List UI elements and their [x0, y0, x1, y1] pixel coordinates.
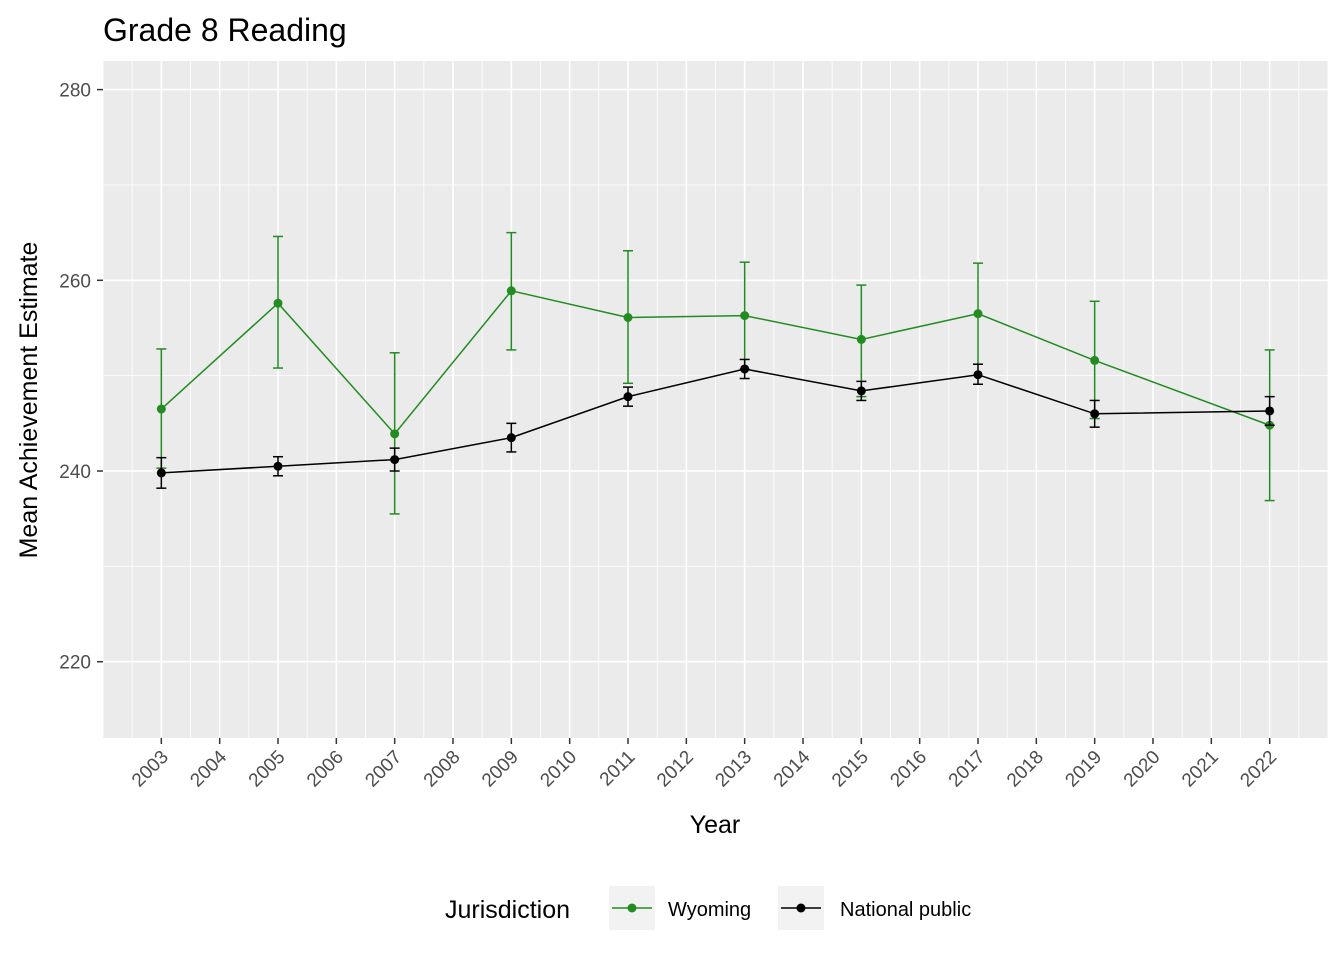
- x-tick-label: 2022: [1236, 747, 1281, 792]
- data-point: [156, 404, 166, 414]
- x-tick-label: 2005: [245, 747, 290, 792]
- x-tick-label: 2020: [1120, 747, 1165, 792]
- y-axis-label: Mean Achievement Estimate: [15, 242, 43, 559]
- x-tick-label: 2010: [536, 747, 581, 792]
- data-point: [506, 433, 516, 443]
- x-tick-label: 2009: [478, 747, 523, 792]
- x-tick-label: 2018: [1003, 747, 1048, 792]
- legend-item: National public: [778, 886, 971, 930]
- series-line: [161, 368, 1270, 474]
- legend-items: Wyoming National public: [609, 886, 971, 930]
- y-axis: 220 240 260 280: [59, 81, 103, 674]
- legend-title: Jurisdiction: [445, 896, 570, 924]
- x-tick-label: 2004: [186, 746, 231, 791]
- y-tick-label: 260: [59, 271, 91, 292]
- legend-label: Wyoming: [668, 899, 751, 921]
- data-point: [856, 334, 866, 344]
- x-tick-label: 2011: [596, 747, 640, 791]
- data-point: [623, 392, 633, 402]
- data-point: [506, 286, 516, 296]
- x-tick-label: 2015: [828, 747, 873, 792]
- legend-key-point: [627, 903, 637, 913]
- chart-title: Grade 8 Reading: [103, 12, 347, 48]
- x-tick-label: 2013: [711, 747, 756, 792]
- data-point: [390, 429, 400, 439]
- legend-item: Wyoming: [609, 886, 751, 930]
- data-point: [390, 455, 400, 465]
- x-tick-label: 2007: [361, 747, 406, 792]
- x-tick-label: 2008: [420, 747, 465, 792]
- data-point: [973, 370, 983, 380]
- series-national-public: [156, 358, 1275, 489]
- x-tick-label: 2019: [1061, 747, 1106, 792]
- legend: Jurisdiction Wyoming National public: [445, 886, 971, 930]
- minor-gridlines: [102, 61, 1329, 738]
- x-tick-label: 2006: [303, 747, 348, 792]
- data-point: [740, 364, 750, 374]
- x-axis-label: Year: [690, 811, 741, 839]
- data-point: [273, 461, 283, 471]
- y-tick-label: 240: [59, 462, 91, 483]
- x-tick-label: 2016: [886, 747, 931, 792]
- major-gridlines: [103, 61, 1328, 738]
- x-tick-label: 2021: [1178, 747, 1223, 792]
- data-point: [973, 309, 983, 319]
- data-point: [156, 468, 166, 478]
- x-tick-label: 2014: [770, 746, 815, 791]
- y-tick-label: 280: [59, 81, 91, 102]
- y-tick-label: 220: [59, 653, 91, 674]
- series-line: [160, 289, 1270, 435]
- data-point: [1090, 409, 1100, 419]
- x-tick-label: 2012: [653, 747, 698, 792]
- legend-label: National public: [840, 899, 971, 921]
- data-point: [1265, 406, 1275, 416]
- data-point: [856, 386, 866, 396]
- legend-key-point: [796, 903, 806, 913]
- data-point: [623, 312, 633, 322]
- x-axis: 2003 2004 2005 2006 2007 2008 2009 2010 2011 2012…: [128, 738, 1281, 791]
- data-point: [1090, 355, 1100, 365]
- data-point: [273, 298, 283, 308]
- x-tick-label: 2003: [128, 747, 173, 792]
- data-point: [740, 311, 750, 321]
- x-tick-label: 2017: [945, 747, 990, 792]
- series-layer: [156, 231, 1275, 515]
